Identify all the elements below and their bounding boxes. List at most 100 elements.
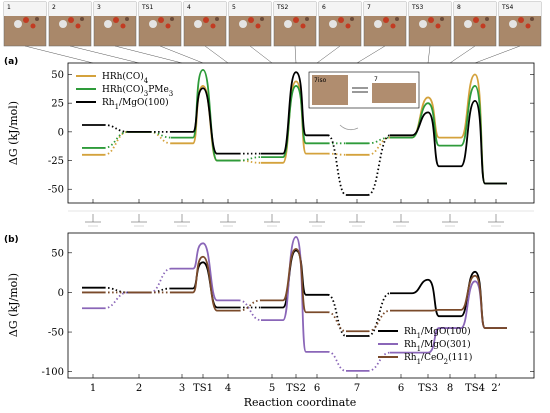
b-series-2-dotted	[103, 291, 391, 333]
panel-a-frame	[67, 62, 535, 204]
panel-a-ylabel: ΔG (kJ/mol)	[7, 101, 20, 165]
thumbnail-8-atom-c	[390, 23, 396, 29]
thumbnail-3-atom-a	[149, 20, 157, 28]
b-xtick-label-5: 5	[269, 383, 275, 394]
thumbnail-2-atom-a	[104, 20, 112, 28]
thumbnail-8-atom-a	[374, 20, 382, 28]
thumbnail-0-sky	[4, 2, 46, 16]
b-xtick-label-4: 4	[225, 383, 231, 394]
panel-a-label: (a)	[4, 57, 18, 67]
thumbnail-4-label: 4	[187, 4, 191, 11]
inset-left-image	[312, 75, 348, 105]
panel-a-chart: -50 -25 0 25 50 HRh(CO)4HRh(CO)3PMe3Rh1/MgO(…	[48, 62, 535, 204]
panel-b-chart: -100 -50 0 50 Rh1/MgO(100)Rh1/MgO(301)Rh1/C…	[42, 232, 535, 394]
thumbnail-10-atom-d	[485, 17, 489, 21]
b-xtick-label-6: TS2	[286, 383, 306, 394]
b-xtick-label-10: TS3	[418, 383, 438, 394]
connector-5	[249, 45, 273, 64]
thumbnail-9-atom-a	[419, 20, 427, 28]
inset-right-image	[372, 83, 416, 103]
thumbnail-0-label: 1	[7, 4, 11, 11]
thumbnail-8-sky	[364, 2, 406, 16]
thumbnail-5-sky	[229, 2, 271, 16]
thumbnail-11-label: TS4	[501, 4, 513, 11]
a-ytick-label-0: -50	[48, 185, 64, 196]
thumbnail-9-atom-b	[428, 17, 434, 23]
thumbnail-1-atom-c	[75, 23, 81, 29]
b-xtick-label-3: TS1	[193, 383, 213, 394]
thumbnail-8-label: 7	[367, 4, 371, 11]
thumbnail-5-atom-b	[248, 17, 254, 23]
a-series-1-dotted	[103, 130, 391, 162]
thumbnail-7-atom-a	[329, 20, 337, 28]
a-ytick-label-4: 50	[51, 70, 64, 81]
connector-3	[159, 45, 204, 64]
thumbnail-11-atom-b	[518, 17, 524, 23]
b-legend-label-1: Rh1/MgO(301)	[404, 339, 471, 353]
panel-b-frame	[67, 232, 535, 379]
thumbnail-6-sky	[274, 2, 316, 16]
thumbnail-1-label: 2	[52, 4, 56, 11]
thumbnail-4-atom-a	[194, 20, 202, 28]
a-legend-label-1: HRh(CO)3PMe3	[102, 84, 173, 98]
thumbnail-8-atom-b	[383, 17, 389, 23]
inset-7iso-7: 7iso 7	[308, 71, 420, 131]
b-ytick-label-3: 50	[51, 248, 64, 259]
connector-9	[427, 45, 431, 64]
thumbnail-0-atom-b	[23, 17, 29, 23]
inset-pointer	[339, 124, 359, 131]
b-xtick-label-1: 2	[136, 383, 142, 394]
thumbnail-2-atom-c	[120, 23, 126, 29]
thumbnail-9-atom-c	[435, 23, 441, 29]
a-series-0-dotted	[103, 130, 391, 164]
b-legend-label-0: Rh1/MgO(100)	[404, 326, 471, 340]
thumbnail-4-sky	[184, 2, 226, 16]
thumbnail-3-atom-c	[165, 23, 171, 29]
b-xtick-label-11: 8	[447, 383, 453, 394]
thumbnail-2-label: 3	[97, 4, 101, 11]
b-ytick-label-1: -50	[48, 328, 64, 339]
thumbnail-0-atom-c	[30, 23, 36, 29]
b-xtick-label-0: 1	[90, 383, 96, 394]
thumbnail-4-atom-b	[203, 17, 209, 23]
thumbnail-5-label: 5	[232, 4, 236, 11]
thumbnail-5-atom-a	[239, 20, 247, 28]
connector-11	[474, 45, 521, 64]
b-xtick-label-9: 6	[398, 383, 404, 394]
b-xtick-label-13: 2’	[491, 383, 501, 394]
b-xtick-label-2: 3	[179, 383, 185, 394]
thumbnail-1-sky	[49, 2, 91, 16]
thumbnail-3-label: TS1	[141, 4, 153, 11]
b-xtick-label-7: 6	[314, 383, 320, 394]
thumbnail-7-atom-b	[338, 17, 344, 23]
b-ytick-label-2: 0	[58, 288, 64, 299]
connector-10	[449, 45, 476, 64]
connector-2	[114, 45, 183, 64]
thumbnail-1-atom-b	[68, 17, 74, 23]
thumbnail-8-atom-d	[395, 17, 399, 21]
thumbnail-10-atom-a	[464, 20, 472, 28]
thumbnail-9-label: TS3	[411, 4, 423, 11]
b-series-0-dotted	[103, 286, 391, 337]
thumbnail-7-atom-c	[345, 23, 351, 29]
thumbnail-1-atom-a	[59, 20, 67, 28]
connector-7	[316, 45, 341, 64]
thumbnail-9-sky	[409, 2, 451, 16]
thumbnail-5-atom-c	[255, 23, 261, 29]
thumbnail-6-atom-c	[300, 23, 306, 29]
connector-8	[356, 45, 386, 64]
a-ytick-label-2: 0	[58, 127, 64, 138]
thumbnail-3-atom-b	[158, 17, 164, 23]
thumbnail-6-atom-b	[293, 17, 299, 23]
thumbnail-5-atom-d	[260, 17, 264, 21]
b-ytick-label-0: -100	[42, 367, 64, 378]
thumbnail-7-sky	[319, 2, 361, 16]
thumbnail-10-atom-b	[473, 17, 479, 23]
b-series-2-line	[82, 247, 507, 333]
a-legend-label-0: HRh(CO)4	[102, 71, 149, 85]
inset-right-label: 7	[374, 76, 378, 83]
thumbnail-3-sky	[139, 2, 181, 16]
structure-diagram-strip	[68, 210, 534, 227]
